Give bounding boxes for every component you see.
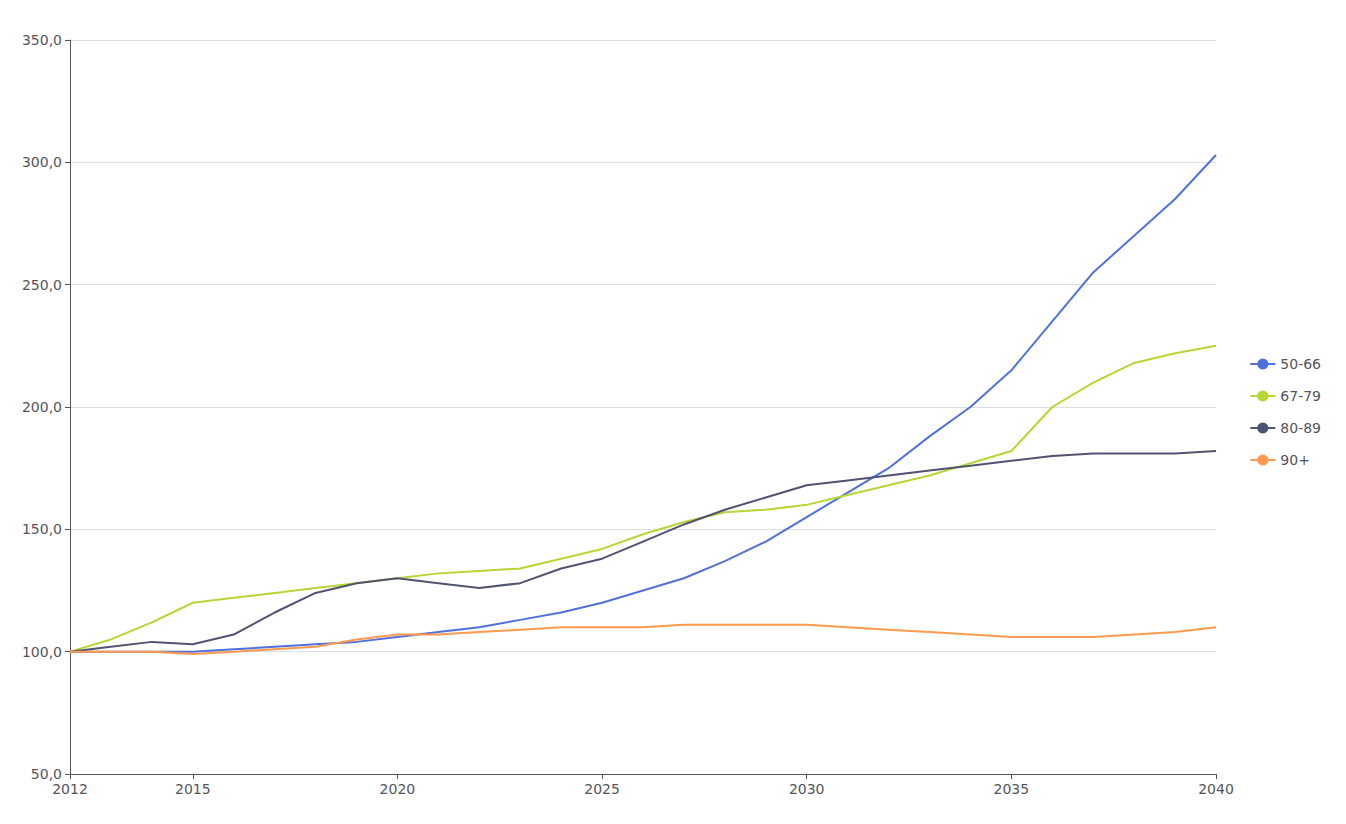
svg-text:80-89: 80-89 — [1280, 420, 1321, 436]
svg-text:67-79: 67-79 — [1280, 388, 1321, 404]
svg-text:2030: 2030 — [789, 781, 825, 797]
svg-text:2012: 2012 — [52, 781, 88, 797]
svg-text:100,0: 100,0 — [22, 644, 62, 660]
svg-text:2040: 2040 — [1198, 781, 1234, 797]
svg-text:2025: 2025 — [584, 781, 620, 797]
svg-text:200,0: 200,0 — [22, 399, 62, 415]
svg-text:50,0: 50,0 — [31, 766, 62, 782]
svg-text:150,0: 150,0 — [22, 521, 62, 537]
svg-text:300,0: 300,0 — [22, 154, 62, 170]
svg-text:50-66: 50-66 — [1280, 356, 1321, 372]
svg-text:250,0: 250,0 — [22, 277, 62, 293]
svg-text:90+: 90+ — [1280, 452, 1310, 468]
svg-text:2015: 2015 — [175, 781, 211, 797]
svg-text:2035: 2035 — [994, 781, 1030, 797]
svg-text:2020: 2020 — [380, 781, 416, 797]
svg-text:350,0: 350,0 — [22, 32, 62, 48]
